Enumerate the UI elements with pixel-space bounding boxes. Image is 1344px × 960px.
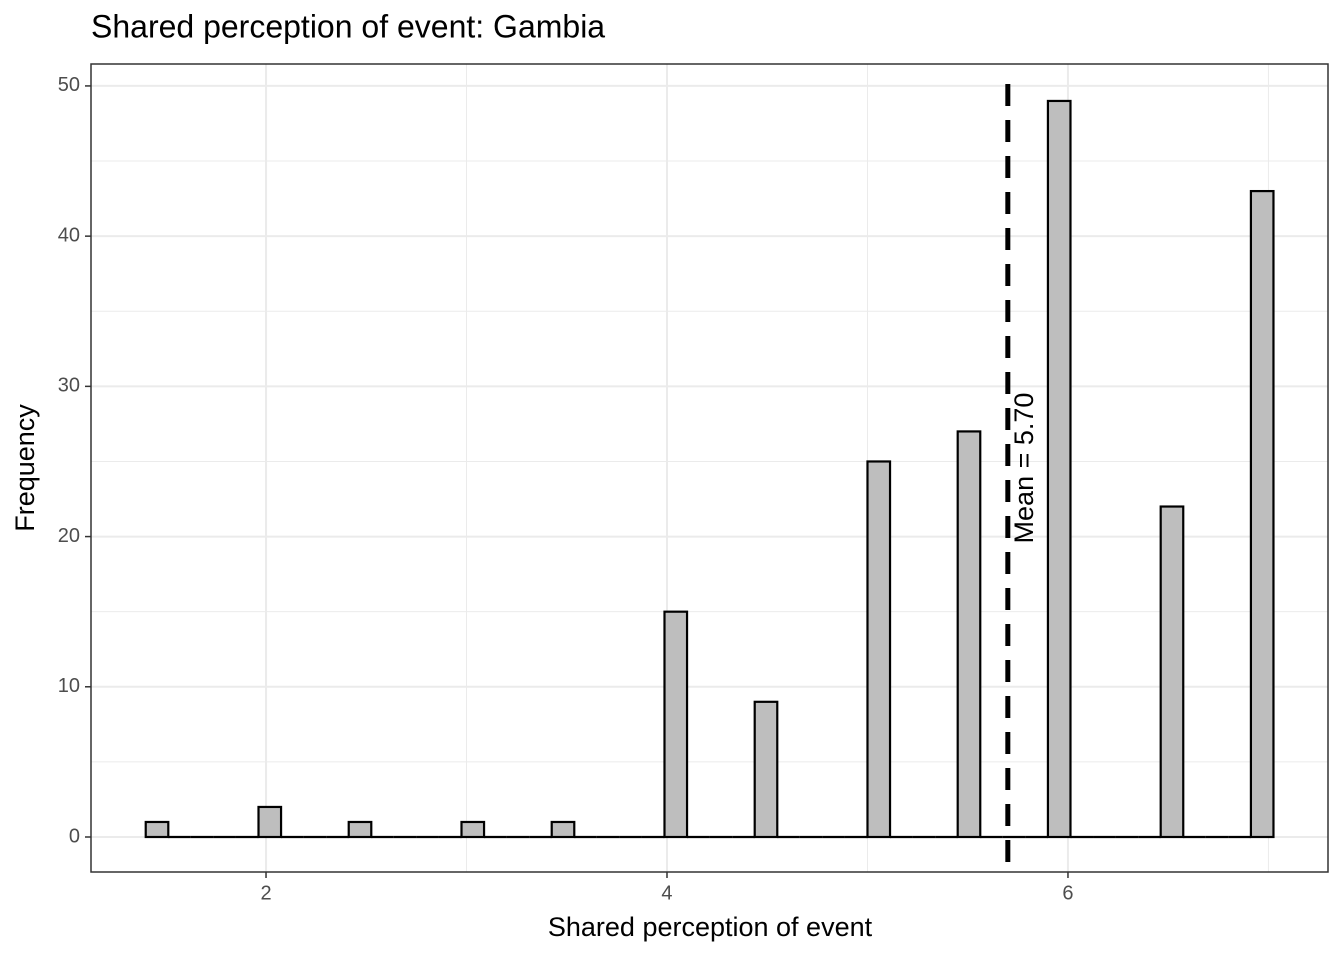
bar — [753, 700, 779, 839]
bar — [1159, 505, 1185, 839]
chart-title: Shared perception of event: Gambia — [91, 8, 605, 44]
bar — [144, 820, 170, 839]
x-tick-label: 6 — [1062, 882, 1073, 904]
bar — [550, 820, 576, 839]
mean-label: Mean = 5.70 — [1009, 393, 1039, 544]
bar — [1249, 189, 1275, 839]
y-tick-label: 30 — [58, 375, 80, 397]
bar — [956, 430, 982, 839]
y-tick-label: 40 — [58, 224, 80, 246]
y-axis-label: Frequency — [10, 404, 40, 532]
y-tick-label: 0 — [69, 825, 80, 847]
bar — [347, 820, 373, 839]
bar — [663, 610, 689, 839]
x-tick-label: 4 — [661, 882, 672, 904]
bar — [866, 460, 892, 839]
y-tick-label: 10 — [58, 675, 80, 697]
x-axis-label: Shared perception of event — [548, 912, 873, 942]
y-tick-label: 20 — [58, 525, 80, 547]
bar — [257, 805, 283, 839]
panel-border — [90, 63, 1329, 873]
y-tick-label: 50 — [58, 74, 80, 96]
x-tick-label: 2 — [260, 882, 271, 904]
bar — [1046, 99, 1072, 839]
bar — [460, 820, 486, 839]
